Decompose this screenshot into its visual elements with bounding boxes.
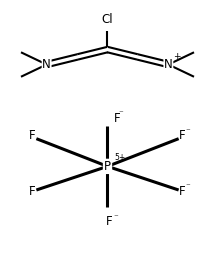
Text: F: F [179,185,186,198]
Text: F: F [114,112,120,124]
Text: ⁻: ⁻ [119,110,123,119]
Text: ⁻: ⁻ [186,183,190,192]
Text: ⁻: ⁻ [28,184,33,193]
Text: Cl: Cl [102,13,113,26]
Text: F: F [179,129,186,142]
Text: N: N [42,58,51,71]
Text: 5+: 5+ [114,153,126,162]
Text: F: F [29,185,36,198]
Text: F: F [29,129,36,142]
Text: P: P [104,160,111,173]
Text: N: N [164,58,173,71]
Text: ⁻: ⁻ [28,128,33,137]
Text: ⁻: ⁻ [113,213,118,222]
Text: +: + [173,52,181,61]
Text: ⁻: ⁻ [186,127,190,136]
Text: F: F [106,215,113,228]
